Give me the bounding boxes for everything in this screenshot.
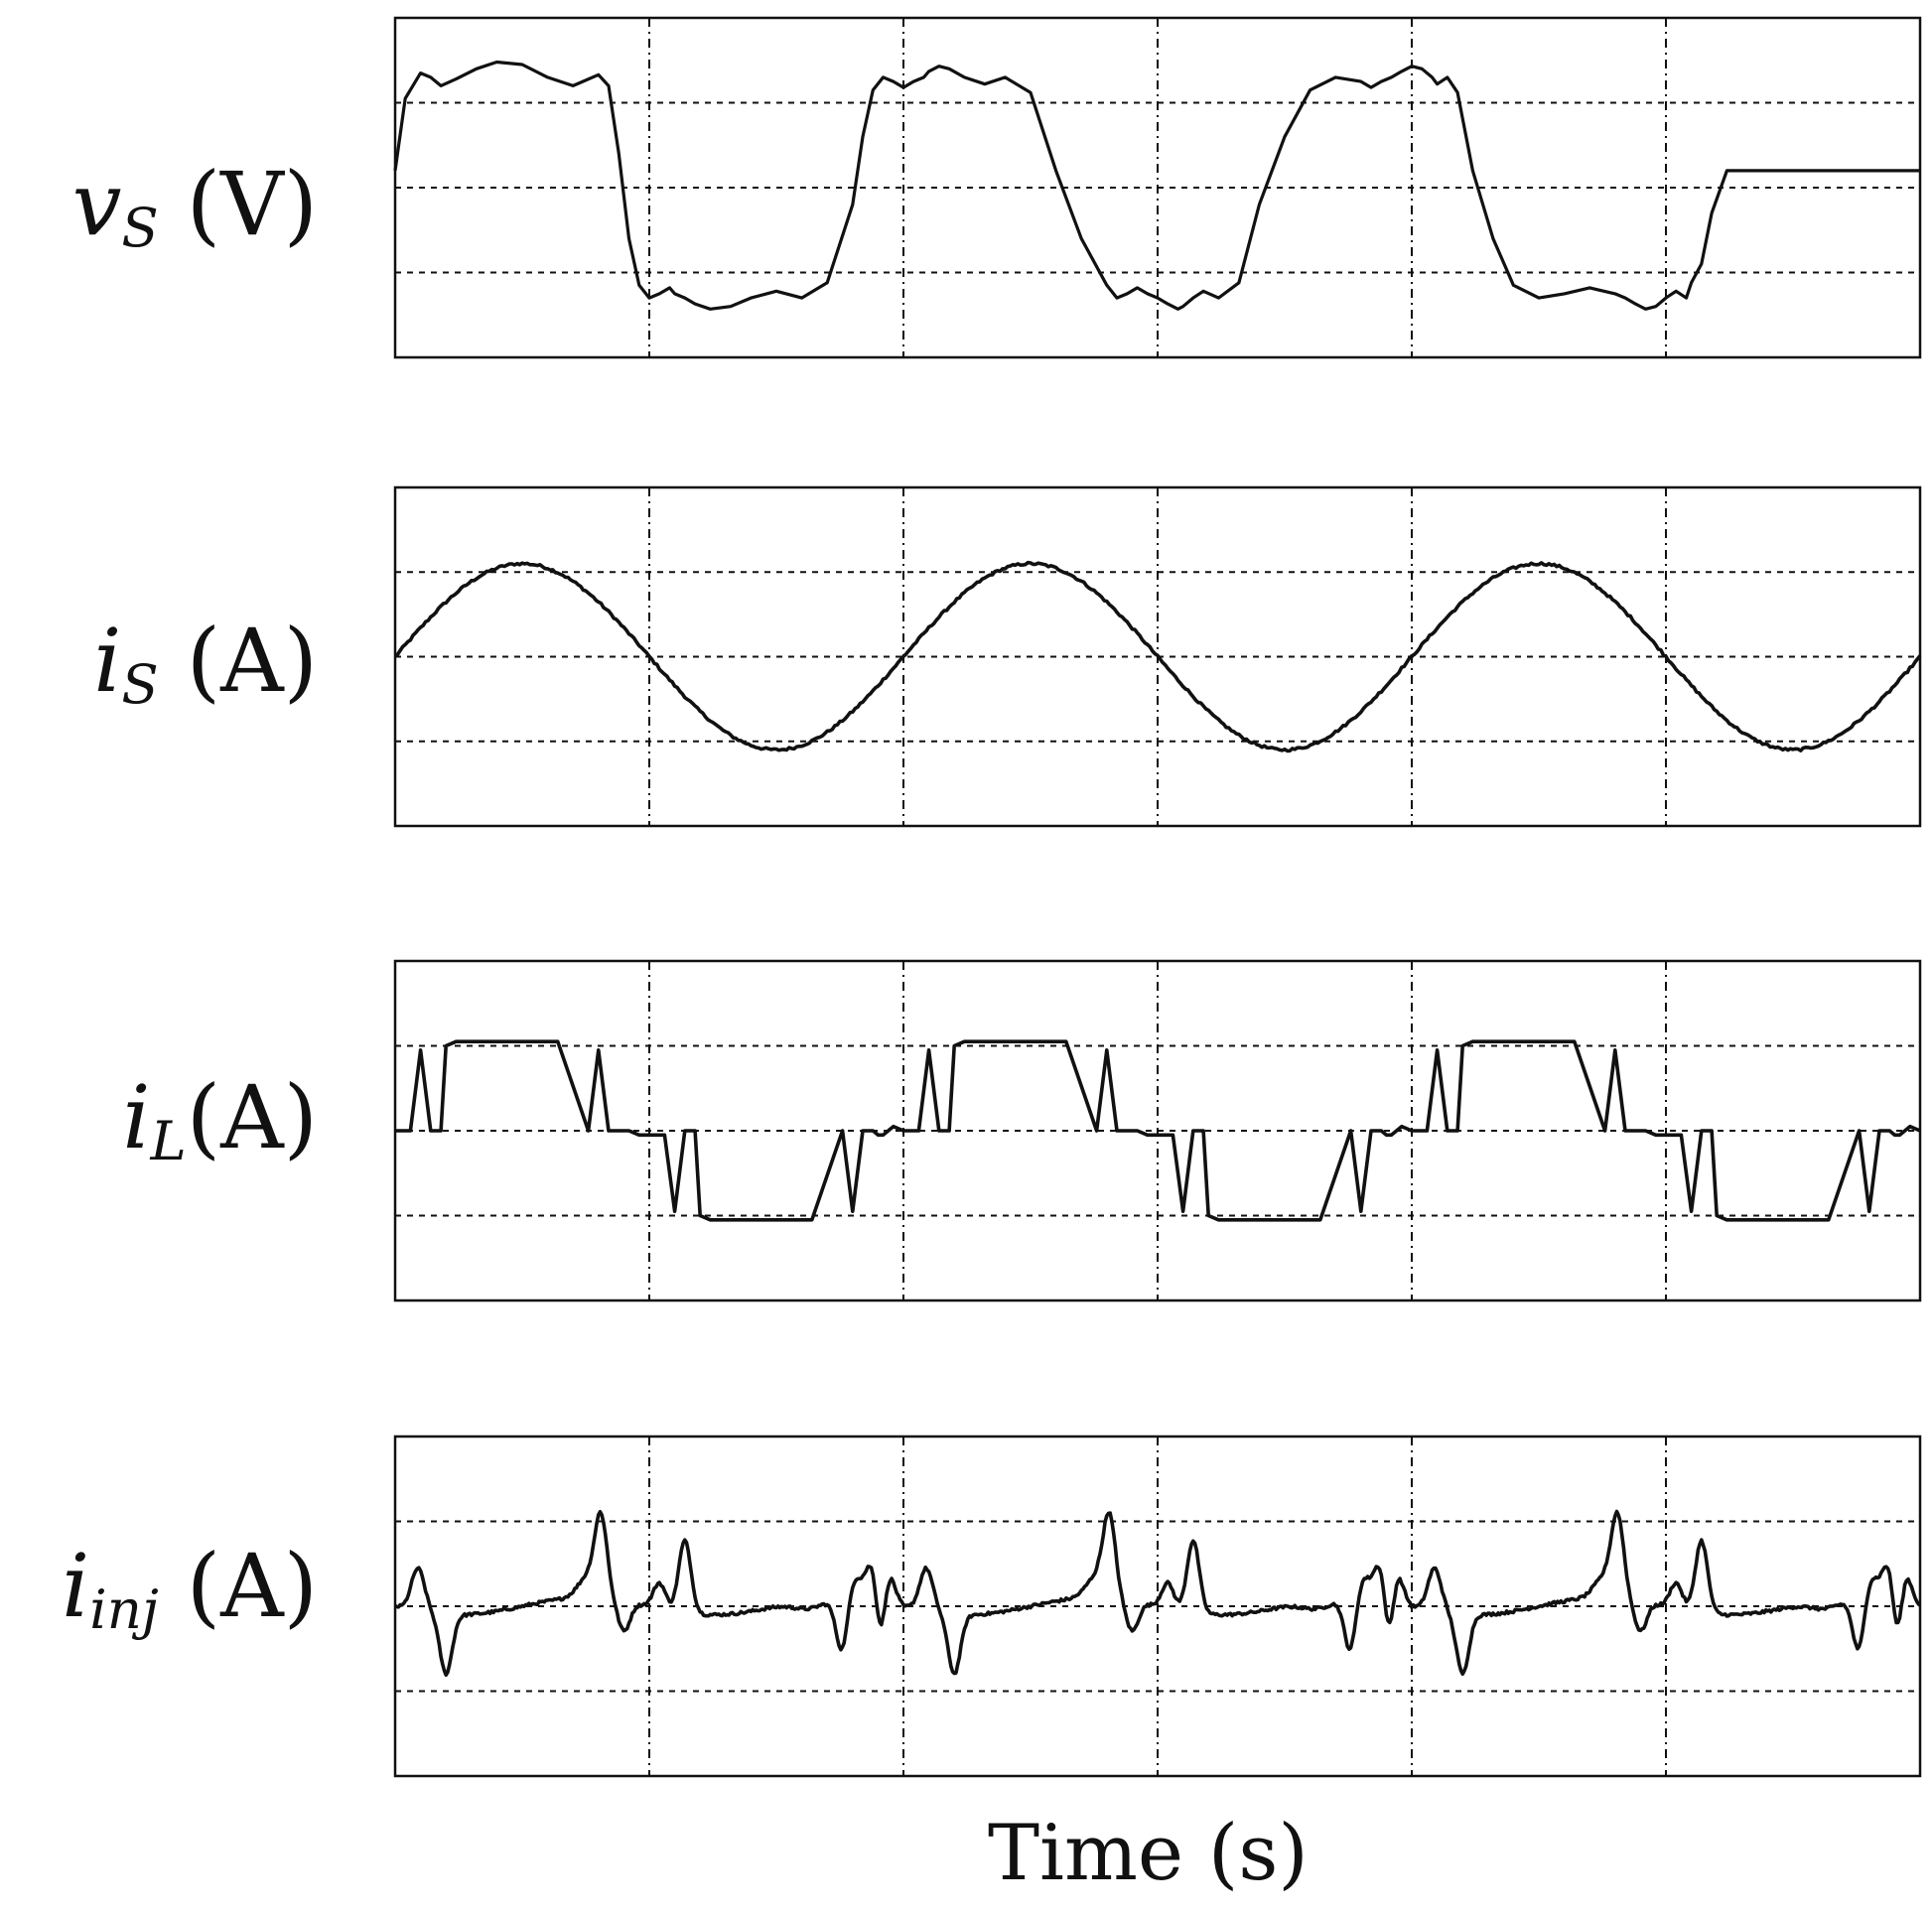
ylabel-il-unit: (A) [186, 1066, 318, 1168]
ylabel-il: iL(A) [0, 1074, 318, 1168]
ylabel-iinj-symbol: i [62, 1535, 90, 1637]
ylabel-il-symbol: i [122, 1066, 151, 1168]
ylabel-is-unit: (A) [186, 610, 318, 712]
panel-is [393, 485, 1922, 828]
ylabel-vs: vS (V) [0, 161, 318, 255]
x-axis-label: Time (s) [988, 1809, 1309, 1898]
ylabel-vs-unit: (V) [186, 153, 318, 255]
ylabel-vs-symbol: v [71, 153, 122, 255]
ylabel-is-subscript: S [121, 652, 159, 716]
plot-frame [393, 16, 1922, 359]
series-line-is [393, 560, 1922, 753]
ylabel-iinj-unit: (A) [186, 1535, 318, 1637]
series-line-il [395, 1039, 1921, 1222]
series-line-iinj [394, 1509, 1922, 1678]
series-line-vs [393, 60, 1920, 311]
ylabel-is-symbol: i [93, 610, 122, 712]
panel-iinj [393, 1435, 1922, 1778]
ylabel-is: iS (A) [0, 617, 318, 712]
plot-frame [393, 1435, 1922, 1778]
panel-il [393, 959, 1922, 1302]
panel-vs [393, 16, 1922, 359]
ylabel-iinj: iinj (A) [0, 1543, 318, 1637]
ylabel-iinj-subscript: inj [89, 1577, 159, 1641]
plot-frame [393, 485, 1922, 828]
plot-frame [393, 959, 1922, 1302]
ylabel-vs-subscript: S [121, 196, 159, 259]
ylabel-il-subscript: L [150, 1109, 187, 1172]
